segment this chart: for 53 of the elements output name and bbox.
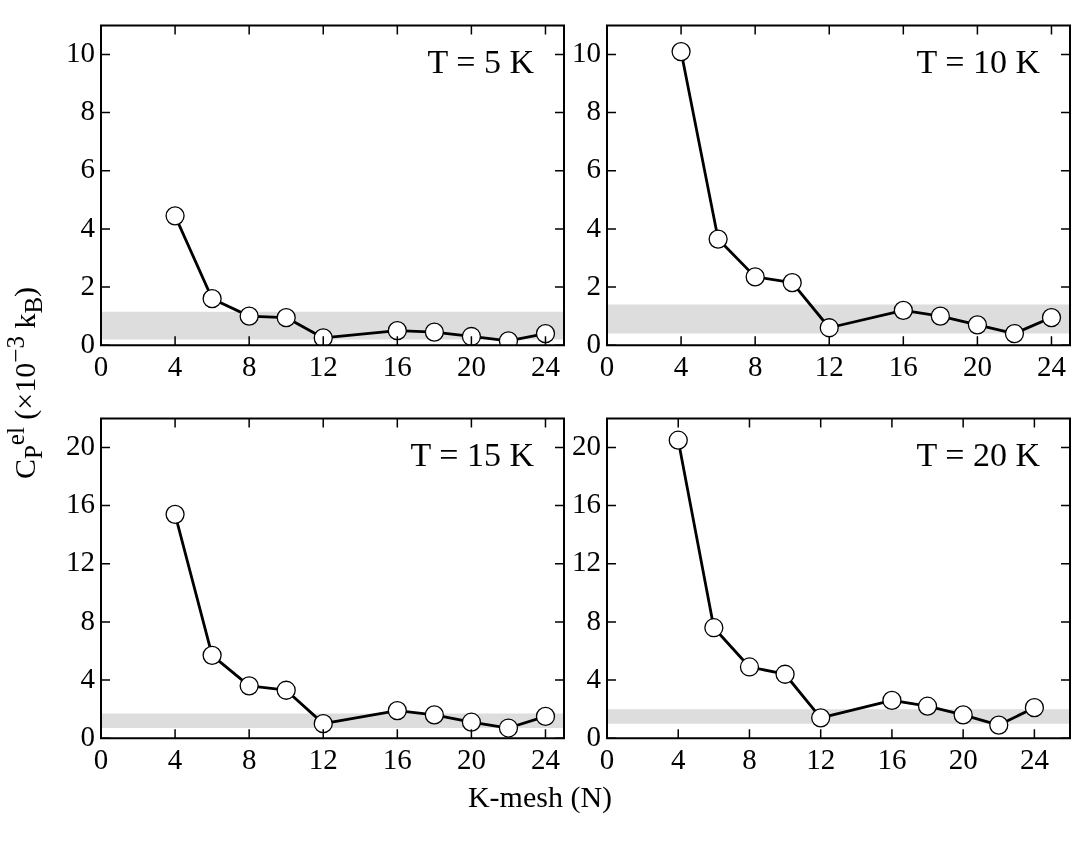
x-tick-label: 20	[456, 743, 486, 776]
y-tick-label: 0	[80, 719, 95, 752]
y-tick-label: 10	[572, 36, 601, 69]
annotation: T = 10 K	[916, 43, 1041, 81]
x-tick-label: 4	[167, 743, 183, 776]
y-tick-label: 0	[80, 326, 95, 359]
x-tick-label: 4	[167, 350, 183, 383]
annotation: T = 15 K	[410, 436, 535, 474]
annotation: T = 5 K	[427, 43, 535, 81]
x-tick-label: 12	[308, 743, 338, 776]
y-tick-label: 8	[586, 94, 601, 127]
x-tick-label: 8	[747, 350, 763, 383]
y-tick-label: 8	[80, 94, 95, 127]
y-tick-label: 16	[572, 487, 601, 520]
y-tick-label: 6	[80, 152, 95, 185]
x-tick-label: 12	[806, 743, 836, 776]
x-tick-label: 24	[530, 350, 561, 383]
y-tick-label: 0	[586, 326, 601, 359]
x-tick-label: 20	[962, 350, 992, 383]
x-tick-label: 24	[530, 743, 561, 776]
x-tick-label: 8	[241, 743, 257, 776]
y-tick-label: 6	[586, 152, 601, 185]
x-tick-label: 16	[888, 350, 918, 383]
x-tick-label: 8	[742, 743, 757, 776]
y-tick-label: 4	[80, 210, 96, 243]
y-tick-label: 4	[586, 661, 602, 694]
x-tick-label: 16	[877, 743, 907, 776]
x-tick-label: 20	[456, 350, 486, 383]
y-tick-label: 2	[586, 268, 601, 301]
y-tick-label: 0	[586, 719, 601, 752]
x-tick-label: 12	[308, 350, 338, 383]
y-tick-label: 4	[80, 661, 96, 694]
x-tick-label: 24	[1019, 743, 1050, 776]
y-tick-label: 4	[586, 210, 602, 243]
y-tick-label: 10	[66, 36, 95, 69]
y-tick-label: 2	[80, 268, 95, 301]
y-tick-label: 12	[572, 545, 601, 578]
x-tick-label: 4	[673, 350, 689, 383]
y-tick-label: 20	[66, 429, 95, 462]
y-tick-label: 8	[80, 603, 95, 636]
x-tick-label: 20	[948, 743, 978, 776]
y-tick-label: 8	[586, 603, 601, 636]
x-tick-label: 4	[670, 743, 686, 776]
y-tick-label: 16	[66, 487, 95, 520]
x-tick-label: 8	[241, 350, 257, 383]
y-tick-label: 12	[66, 545, 95, 578]
x-tick-label: 16	[382, 350, 412, 383]
x-tick-label: 16	[382, 743, 412, 776]
x-tick-label: 12	[814, 350, 844, 383]
x-tick-label: 24	[1036, 350, 1067, 383]
x-axis-title: K-mesh (N)	[466, 780, 614, 814]
annotation: T = 20 K	[916, 436, 1041, 474]
y-tick-label: 20	[572, 429, 601, 462]
